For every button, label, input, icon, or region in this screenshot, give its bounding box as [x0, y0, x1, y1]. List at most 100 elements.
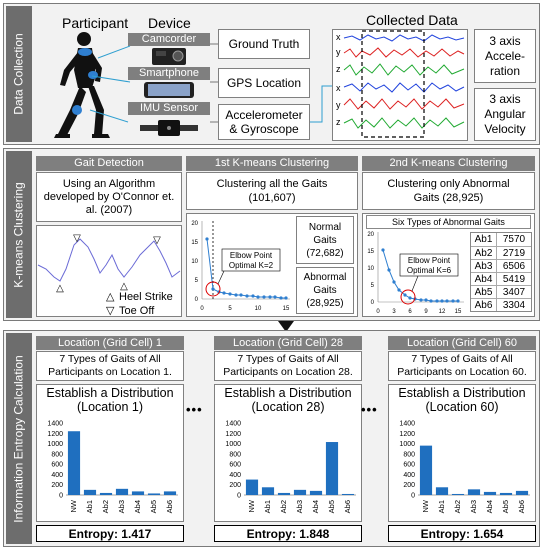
ellipsis-2: •••	[361, 402, 378, 417]
location-bar-ab6	[163, 491, 177, 495]
kmeans1-ytick-10: 10	[191, 259, 198, 265]
kmeans2-desc-line-1: Clustering only Abnormal	[387, 178, 510, 190]
location-bar-nw	[67, 431, 81, 495]
location-subtitle-box: 7 Types of Gaits of All Participants on L…	[36, 351, 184, 381]
location-xtick-label: Ab1	[85, 500, 94, 513]
data-collection-label: Data Collection	[6, 6, 32, 142]
location-xtick-label: Ab5	[327, 500, 336, 513]
location-xtick-label: NW	[421, 499, 430, 512]
axis-label-y2: y	[336, 100, 341, 110]
location-xtick-label: Ab6	[517, 500, 526, 513]
location-bar-ab4	[483, 491, 497, 495]
ground-truth-text: Ground Truth	[228, 37, 300, 51]
gait-signal-plot: ▽ ▽ △ △ △ Heel Strike ▽ Toe Off	[37, 233, 181, 317]
kmeans1-xtick-0: 0	[200, 306, 204, 312]
location-header: Location (Grid Cell) 1	[36, 336, 184, 350]
location-ytick-label: 1400	[47, 421, 63, 428]
kmeans2-xtick-0: 0	[376, 309, 380, 315]
sensor-signal-plot: x y z x y z	[336, 30, 465, 138]
abnormal-type-row: Ab2 2719	[471, 246, 531, 259]
axis-label-y1: y	[336, 47, 341, 57]
kmeans2-xtick-12: 12	[439, 309, 446, 315]
kmeans2-elbow-label-2: Optimal K=6	[407, 266, 452, 275]
angular-velocity-text-1: 3 axis	[489, 92, 521, 106]
gait-desc-line-1: Using an Algorithm	[62, 177, 156, 190]
abnormal-gaits-line-3: (28,925)	[306, 298, 344, 309]
location-chart-title-1: Establish a Distribution	[398, 386, 526, 400]
location-ytick-label: 800	[229, 451, 241, 458]
kmeans2-ytick-15: 15	[367, 249, 374, 255]
normal-gaits-line-1: Normal	[308, 221, 342, 233]
abnormal-type-count: 2719	[502, 248, 526, 259]
location-bar-ab6	[341, 493, 355, 495]
location-ytick-label: 1000	[399, 441, 415, 448]
kmeans2-xtick-9: 9	[424, 309, 428, 315]
location-xtick-label: NW	[247, 499, 256, 512]
location-xtick-label: Ab1	[263, 500, 272, 513]
location-bar-ab1	[435, 487, 449, 495]
toe-off-marker-1: ▽	[73, 233, 81, 244]
accelerometer-text: Accelerometer	[225, 108, 303, 122]
location-entropy: Entropy: 1.417	[36, 525, 184, 542]
angular-velocity-box: 3 axis Angular Velocity	[474, 88, 536, 141]
ground-truth-box: Ground Truth	[218, 29, 310, 59]
location-bar-ab4	[131, 491, 145, 495]
location-subtitle-line-1: 7 Types of Gaits of All	[411, 353, 513, 365]
kmeans1-ytick-5: 5	[195, 278, 199, 284]
location-xtick-label: Ab5	[501, 500, 510, 513]
location-xtick-label: Ab3	[469, 500, 478, 513]
location-ytick-label: 1400	[225, 421, 241, 428]
kmeans1-ytick-0: 0	[195, 297, 199, 303]
toe-off-legend: Toe Off	[119, 305, 155, 317]
location-subtitle-line-2: Participants on Location 60.	[397, 366, 527, 378]
heel-strike-marker-2: △	[120, 281, 128, 292]
kmeans2-xtick-3: 3	[392, 309, 396, 315]
location-ytick-label: 0	[237, 493, 241, 500]
location-entropy: Entropy: 1.654	[388, 525, 536, 542]
down-arrow-icon	[278, 321, 294, 332]
location-bar-ab3	[467, 489, 481, 495]
gait-desc-line-2: developed by O'Connor et.	[43, 190, 175, 203]
smartphone-icon	[144, 82, 194, 98]
acceleration-text-2: Accele-	[484, 48, 525, 63]
location-xtick-label: Ab4	[133, 500, 142, 513]
location-subtitle-box: 7 Types of Gaits of All Participants on L…	[388, 351, 536, 381]
abnormal-type-count: 6506	[502, 261, 526, 272]
accelerometer-gyroscope-box: Accelerometer & Gyroscope	[218, 104, 310, 140]
entropy-label: Information Entropy Calculation	[6, 333, 32, 544]
kmeans1-elbow-label-1: Elbow Point	[230, 251, 273, 260]
location-bar-ab3	[115, 488, 129, 495]
kmeans2-ytick-20: 20	[367, 232, 374, 238]
abnormal-type-name: Ab6	[471, 299, 497, 311]
kmeans1-ytick-15: 15	[191, 240, 198, 246]
location-ytick-label: 400	[229, 472, 241, 479]
abnormal-type-row: Ab1 7570	[471, 233, 531, 246]
location-xtick-label: Ab2	[101, 500, 110, 513]
participant-heading: Participant	[62, 15, 129, 31]
location-bar-ab6	[515, 490, 529, 495]
abnormal-types-rows: Ab1 7570 Ab2 2719 Ab3 6506 Ab4 5419 Ab5 3407 Ab6 33…	[471, 233, 531, 311]
kmeans2-xtick-15: 15	[455, 309, 462, 315]
normal-gaits-line-2: Gaits	[313, 234, 337, 246]
location-bar-ab2	[99, 492, 113, 495]
kmeans2-xtick-6: 6	[408, 309, 412, 315]
kmeans2-ytick-5: 5	[371, 283, 375, 289]
kmeans2-desc-line-2: Gaits (28,925)	[413, 192, 484, 204]
toe-off-legend-symbol: ▽	[106, 305, 115, 317]
location-subtitle-line-2: Participants on Location 1.	[48, 366, 172, 378]
heel-strike-marker-1: △	[56, 283, 64, 294]
camcorder-icon	[152, 48, 186, 65]
location-xtick-label: Ab3	[295, 500, 304, 513]
ellipsis-1: •••	[186, 402, 203, 417]
abnormal-type-name: Ab3	[471, 260, 497, 272]
location-subtitle-line-2: Participants on Location 28.	[223, 366, 353, 378]
collected-data-heading: Collected Data	[366, 12, 458, 28]
location-chart-title-2: (Location 1)	[76, 400, 143, 414]
location-ytick-label: 1400	[399, 421, 415, 428]
abnormal-type-row: Ab3 6506	[471, 259, 531, 272]
six-types-label: Six Types of Abnormal Gaits	[366, 215, 531, 229]
imu-sensor-label: IMU Sensor	[128, 102, 210, 115]
device-heading: Device	[148, 15, 191, 31]
kmeans1-xtick-15: 15	[283, 306, 290, 312]
abnormal-gaits-box: Abnormal Gaits (28,925)	[296, 267, 354, 314]
